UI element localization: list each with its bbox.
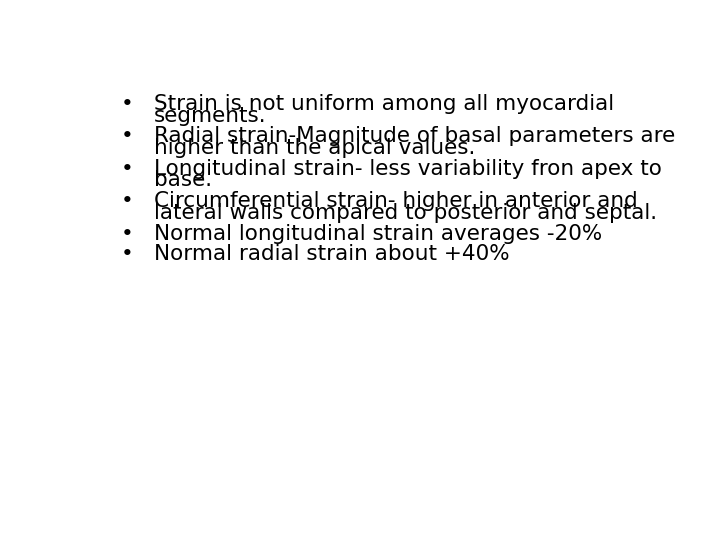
Text: segments.: segments. [154,105,267,125]
Text: •: • [121,191,133,211]
Text: Strain is not uniform among all myocardial: Strain is not uniform among all myocardi… [154,94,614,114]
Text: base.: base. [154,171,212,191]
Text: lateral walls compared to posterior and septal.: lateral walls compared to posterior and … [154,203,657,223]
Text: higher than the apical values.: higher than the apical values. [154,138,475,158]
Text: Normal longitudinal strain averages -20%: Normal longitudinal strain averages -20% [154,224,603,244]
Text: •: • [121,94,133,114]
Text: •: • [121,126,133,146]
Text: Longitudinal strain- less variability fron apex to: Longitudinal strain- less variability fr… [154,159,662,179]
Text: •: • [121,159,133,179]
Text: Normal radial strain about +40%: Normal radial strain about +40% [154,245,510,265]
Text: •: • [121,245,133,265]
Text: •: • [121,224,133,244]
Text: Radial strain-Magnitude of basal parameters are: Radial strain-Magnitude of basal paramet… [154,126,675,146]
Text: Circumferential strain- higher in anterior and: Circumferential strain- higher in anteri… [154,191,638,211]
